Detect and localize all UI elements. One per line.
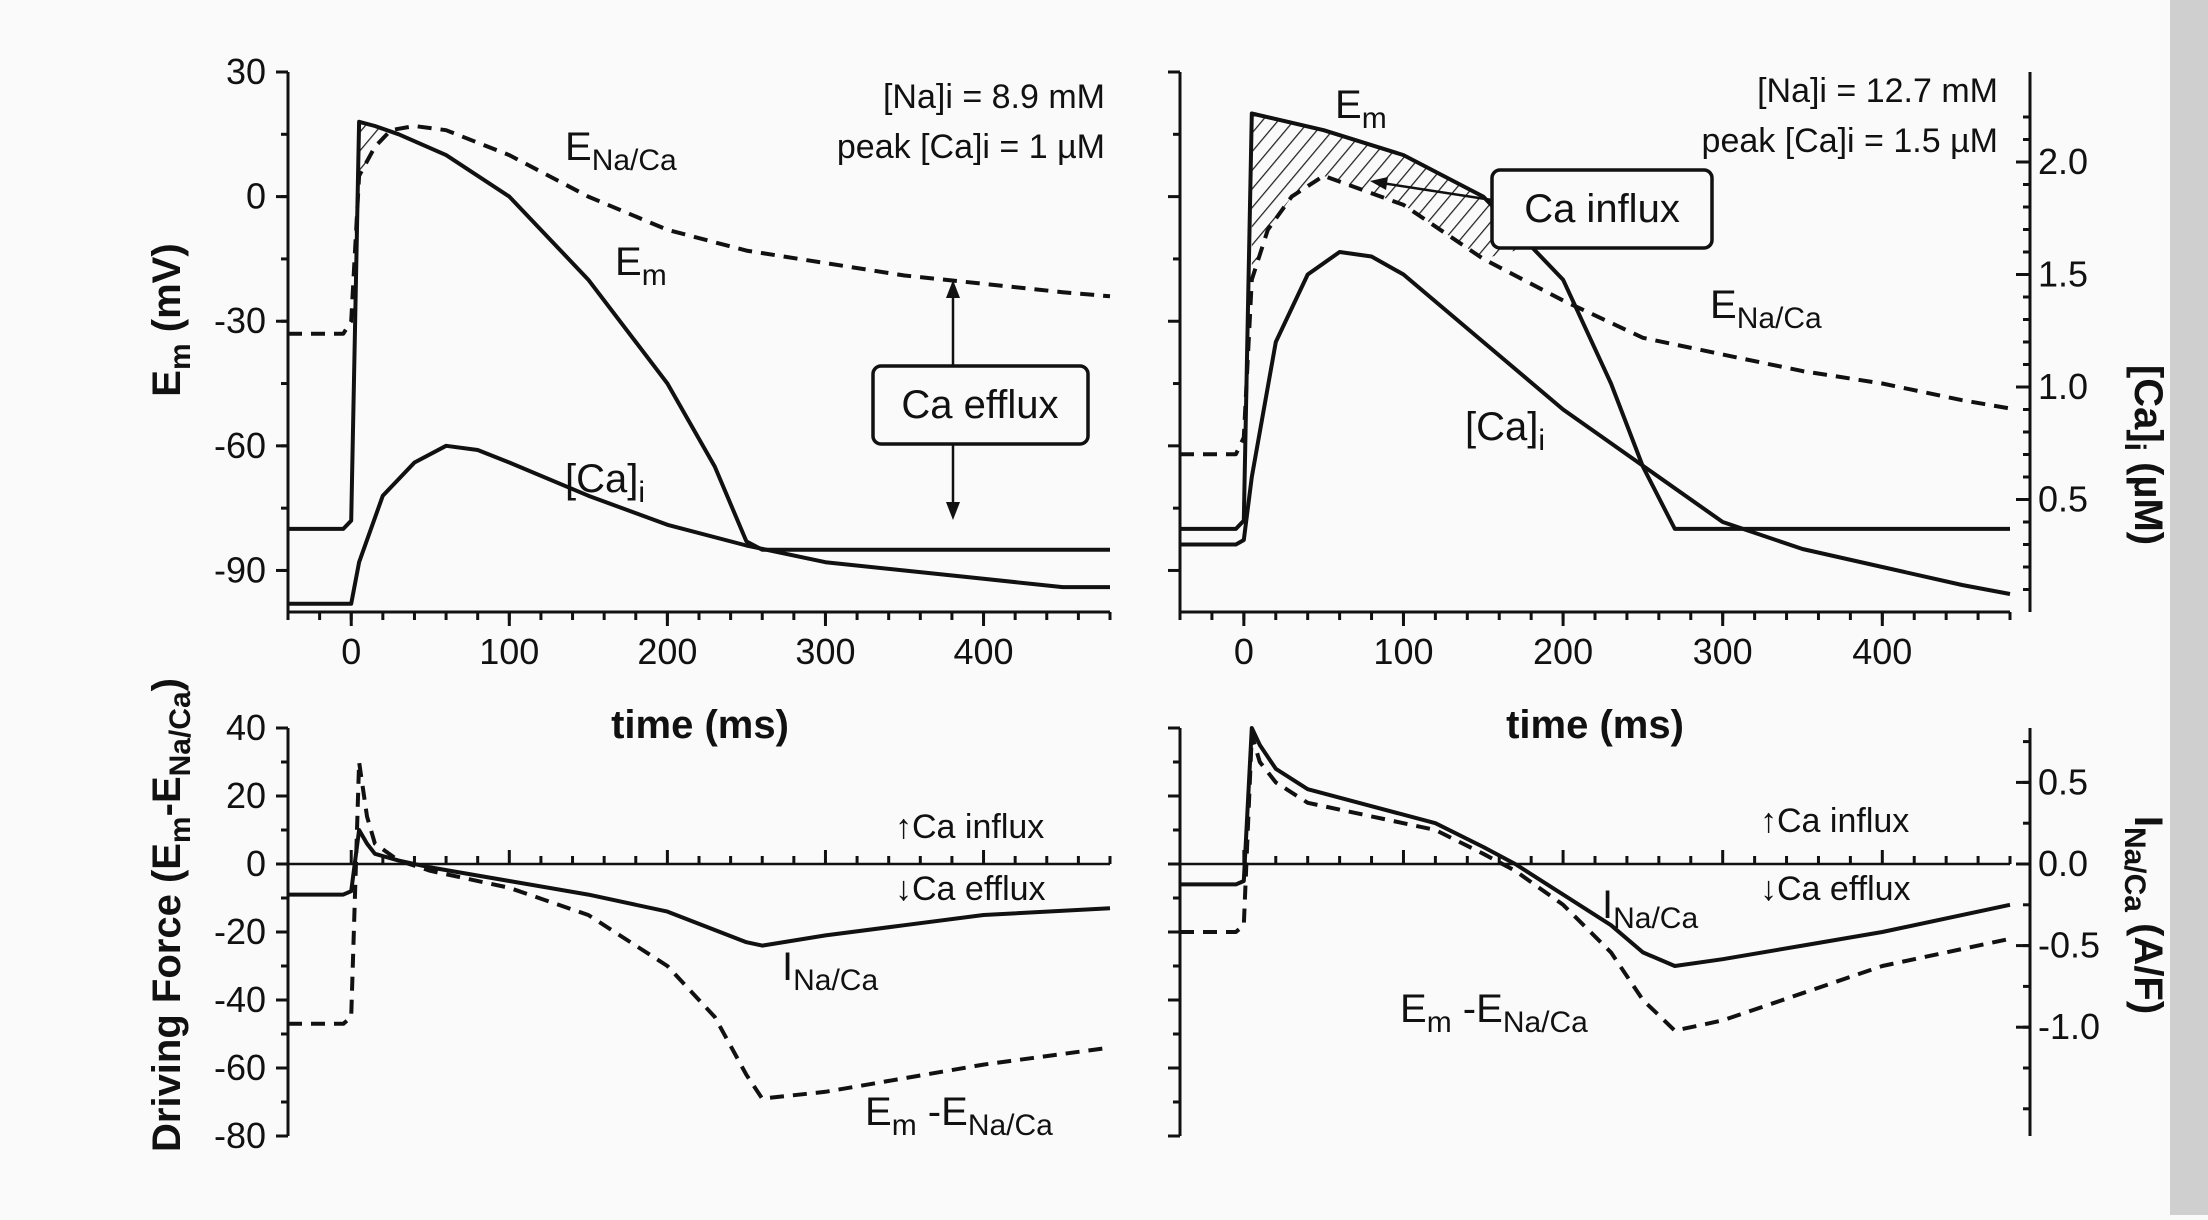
- label-inaca-right: INa/Ca: [1602, 883, 1698, 935]
- series-em-top-left: [288, 119, 1110, 552]
- label-diff-left: Em -ENa/Ca: [865, 1090, 1053, 1142]
- ylabel-cai: [Ca]i (µM): [2118, 365, 2170, 545]
- series-cai-top-right: [1180, 250, 2011, 596]
- ytick-label: -40: [214, 979, 266, 1020]
- bottom-right-influx-label: ↑Ca influx: [1760, 802, 1909, 840]
- label-cai-left: [Ca]i: [565, 457, 645, 509]
- ylabel-em: Em (mV): [145, 243, 197, 396]
- xtick-label: 0: [1234, 631, 1254, 672]
- y2tick-label: -0.5: [2038, 925, 2100, 966]
- xtick-label: 100: [479, 631, 539, 672]
- axes: [276, 70, 2032, 1138]
- xtick-label: 100: [1373, 631, 1433, 672]
- label-enaca-right: ENa/Ca: [1710, 283, 1822, 335]
- ca-efflux-label: Ca efflux: [901, 383, 1058, 427]
- influx-arrow-head: [1370, 177, 1388, 190]
- peak-annotation-left: peak [Ca]i = 1 µM: [837, 128, 1105, 166]
- y2tick-label: 2.0: [2038, 141, 2088, 182]
- series-diff-bottom-right: [1180, 732, 2011, 1033]
- ytick-label: 20: [226, 775, 266, 816]
- bottom-right-efflux-label: ↓Ca efflux: [1760, 870, 1911, 908]
- xlabel-top-right: time (ms): [1506, 703, 1684, 747]
- ylabel-driving-force: Driving Force (Em-ENa/Ca): [145, 678, 197, 1152]
- na-annotation-right: [Na]i = 12.7 mM: [1757, 72, 1998, 110]
- page-edge-shadow: [2170, 0, 2208, 1215]
- xtick-label: 400: [953, 631, 1013, 672]
- ca-influx-label: Ca influx: [1524, 187, 1680, 231]
- y2tick-label: 1.5: [2038, 254, 2088, 295]
- xtick-label: 300: [795, 631, 855, 672]
- ytick-label: -60: [214, 425, 266, 466]
- ca-efflux-box: [871, 364, 1090, 446]
- ytick-label: -60: [214, 1047, 266, 1088]
- series-diff-bottom-left: [288, 760, 1111, 1101]
- efflux-arrow-up: [946, 280, 960, 298]
- series-inaca-bottom-right: [1180, 726, 2011, 968]
- label-enaca-left: ENa/Ca: [565, 125, 677, 177]
- ytick-label: -90: [214, 549, 266, 590]
- series-cai-top-left: [288, 443, 1110, 606]
- y2tick-label: 1.0: [2038, 366, 2088, 407]
- efflux-arrow-down: [946, 502, 960, 520]
- ytick-label: 40: [226, 707, 266, 748]
- ytick-label: -20: [214, 911, 266, 952]
- xtick-label: 300: [1693, 631, 1753, 672]
- bottom-left-efflux-label: ↓Ca efflux: [895, 870, 1046, 908]
- hatched-region-right: [1251, 113, 1532, 280]
- xtick-label: 200: [637, 631, 697, 672]
- series-enaca-top-left: [288, 124, 1111, 336]
- ytick-label: 0: [246, 843, 266, 884]
- peak-annotation-right: peak [Ca]i = 1.5 µM: [1702, 122, 1998, 160]
- label-cai-right: [Ca]i: [1465, 405, 1545, 457]
- tick-labels: 300-30-60-900 100 200 300 400 0 100 200 300 4002.…: [214, 51, 2100, 1156]
- ytick-label: 30: [226, 51, 266, 92]
- y2tick-label: 0.5: [2038, 761, 2088, 802]
- label-diff-right: Em -ENa/Ca: [1400, 987, 1588, 1039]
- series-enaca-top-right: [1180, 173, 2011, 457]
- influx-arrow-line: [1374, 180, 1493, 202]
- label-em-left: Em: [615, 240, 667, 292]
- label-inaca-left: INa/Ca: [782, 945, 878, 997]
- y2tick-label: 0.5: [2038, 479, 2088, 520]
- bottom-left-influx-label: ↑Ca influx: [895, 808, 1044, 846]
- ytick-label: -80: [214, 1115, 266, 1156]
- label-em-right: Em: [1335, 83, 1387, 135]
- ytick-label: 0: [246, 176, 266, 217]
- y2tick-label: 0.0: [2038, 843, 2088, 884]
- series-layer: [288, 111, 2011, 1101]
- y2tick-label: -1.0: [2038, 1006, 2100, 1047]
- ylabel-inaca: INa/Ca (A/F): [2118, 816, 2170, 1014]
- xtick-label: 200: [1533, 631, 1593, 672]
- xtick-label: 0: [341, 631, 361, 672]
- xlabel-top-left: time (ms): [611, 703, 789, 747]
- xtick-label: 400: [1852, 631, 1912, 672]
- na-annotation-left: [Na]i = 8.9 mM: [883, 78, 1105, 116]
- ca-influx-box: [1490, 168, 1714, 250]
- ytick-label: -30: [214, 300, 266, 341]
